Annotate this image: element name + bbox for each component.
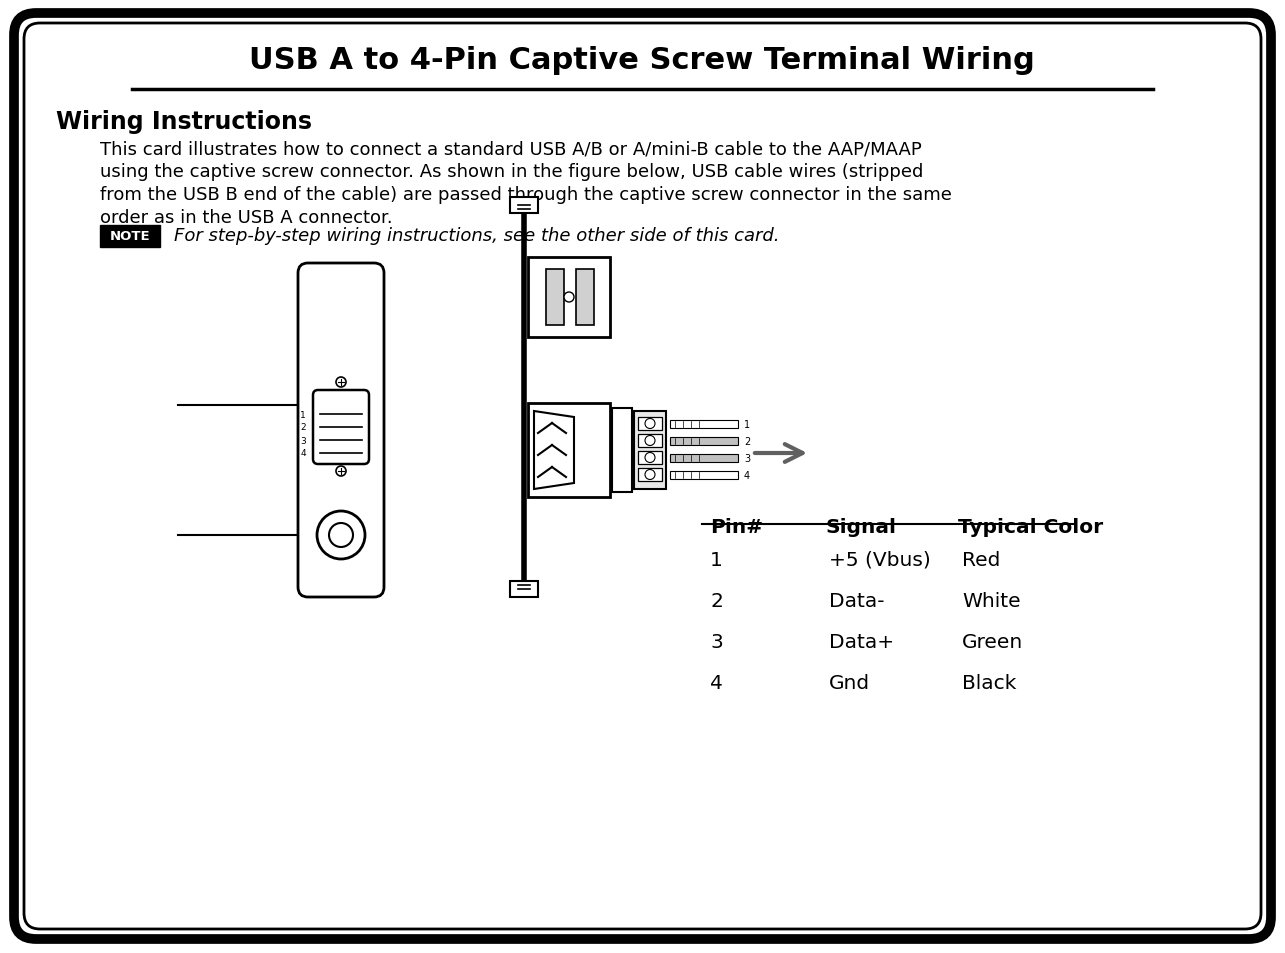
- Text: +5 (Vbus): +5 (Vbus): [829, 551, 930, 569]
- Bar: [637, 469, 662, 481]
- Circle shape: [645, 470, 655, 480]
- Bar: [637, 417, 662, 431]
- Text: Typical Color: Typical Color: [959, 517, 1103, 537]
- Bar: [546, 270, 564, 326]
- Bar: [100, 226, 161, 248]
- Bar: [637, 452, 662, 464]
- Bar: [510, 581, 538, 598]
- Circle shape: [645, 453, 655, 463]
- Text: 1: 1: [744, 419, 750, 430]
- FancyBboxPatch shape: [14, 14, 1271, 939]
- Circle shape: [335, 467, 346, 476]
- Text: 1: 1: [711, 551, 723, 569]
- Text: Data+: Data+: [829, 633, 894, 651]
- Text: For step-by-step wiring instructions, see the other side of this card.: For step-by-step wiring instructions, se…: [173, 227, 780, 245]
- Text: 4: 4: [744, 471, 750, 480]
- Text: White: White: [962, 592, 1020, 610]
- Text: 4: 4: [711, 673, 723, 692]
- Text: Black: Black: [962, 673, 1016, 692]
- Bar: [634, 412, 666, 490]
- Circle shape: [645, 419, 655, 429]
- Bar: [510, 198, 538, 213]
- Text: NOTE: NOTE: [109, 230, 150, 242]
- Bar: [669, 420, 738, 429]
- Circle shape: [329, 523, 353, 547]
- Text: order as in the USB A connector.: order as in the USB A connector.: [100, 209, 393, 227]
- FancyBboxPatch shape: [314, 391, 369, 464]
- Circle shape: [645, 436, 655, 446]
- Bar: [669, 472, 738, 479]
- Text: Pin#: Pin#: [711, 517, 763, 537]
- Bar: [528, 403, 610, 497]
- Text: Data-: Data-: [829, 592, 884, 610]
- Text: Gnd: Gnd: [829, 673, 870, 692]
- FancyBboxPatch shape: [298, 264, 384, 598]
- Bar: [669, 455, 738, 462]
- Circle shape: [335, 377, 346, 388]
- Bar: [669, 437, 738, 446]
- Text: Wiring Instructions: Wiring Instructions: [57, 110, 312, 133]
- Circle shape: [564, 293, 574, 303]
- Text: 3: 3: [711, 633, 722, 651]
- Text: 4: 4: [301, 449, 306, 458]
- Polygon shape: [535, 412, 574, 490]
- Text: 2: 2: [301, 423, 306, 432]
- Text: using the captive screw connector. As shown in the figure below, USB cable wires: using the captive screw connector. As sh…: [100, 163, 924, 181]
- Text: Red: Red: [962, 551, 1001, 569]
- Text: 3: 3: [301, 436, 306, 445]
- Text: Green: Green: [962, 633, 1023, 651]
- Text: 3: 3: [744, 454, 750, 463]
- Bar: [576, 270, 594, 326]
- Text: 1: 1: [301, 410, 306, 419]
- Text: 2: 2: [744, 436, 750, 447]
- Circle shape: [317, 512, 365, 559]
- Text: This card illustrates how to connect a standard USB A/B or A/mini-B cable to the: This card illustrates how to connect a s…: [100, 140, 921, 158]
- Text: from the USB B end of the cable) are passed through the captive screw connector : from the USB B end of the cable) are pas…: [100, 186, 952, 204]
- Text: Signal: Signal: [825, 517, 896, 537]
- Bar: [528, 257, 610, 337]
- Bar: [612, 409, 632, 493]
- Text: 2: 2: [711, 592, 723, 610]
- Text: USB A to 4-Pin Captive Screw Terminal Wiring: USB A to 4-Pin Captive Screw Terminal Wi…: [249, 46, 1034, 75]
- Bar: [637, 435, 662, 448]
